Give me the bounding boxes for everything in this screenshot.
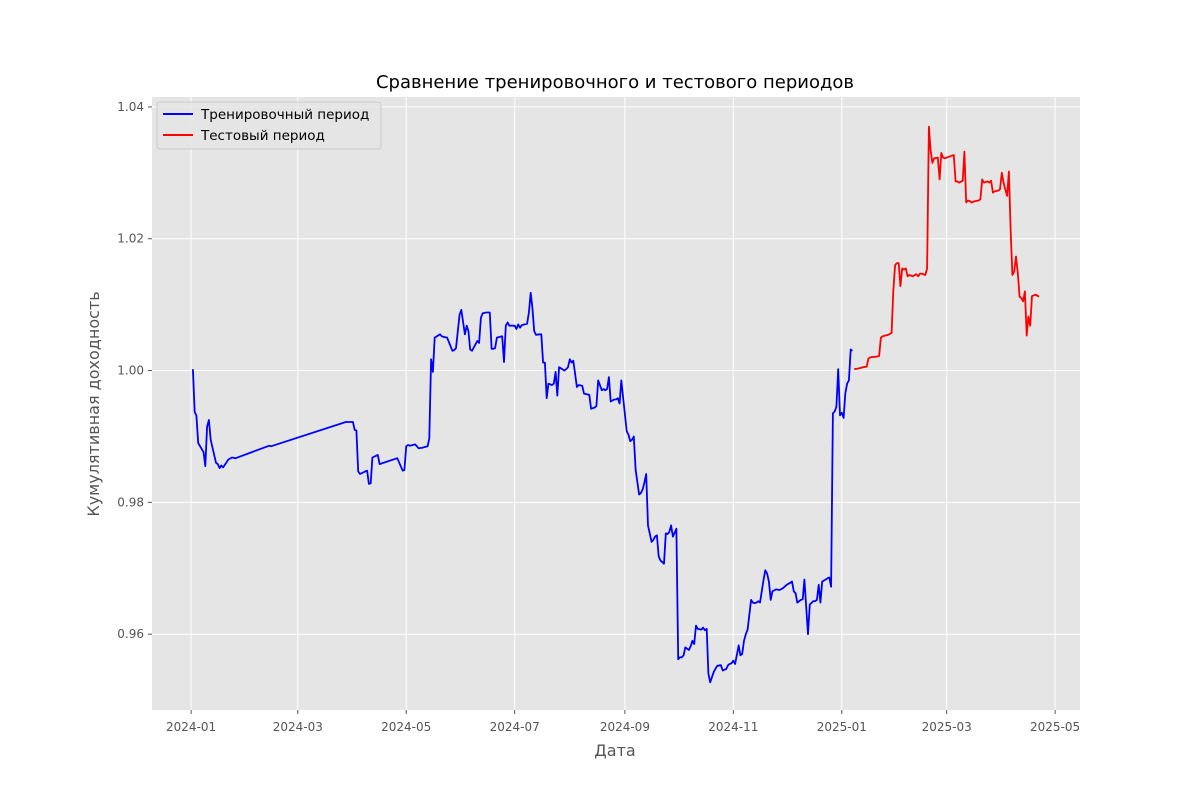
x-tick-label: 2024-11 [708,720,758,734]
x-tick-label: 2024-03 [273,720,323,734]
x-tick-label: 2024-01 [166,720,216,734]
plot-area [152,97,1080,710]
x-axis-label: Дата [594,741,635,760]
x-tick-label: 2025-01 [817,720,867,734]
y-tick-label: 1.04 [117,100,144,114]
y-tick-label: 0.96 [117,627,144,641]
series-layer [192,125,1040,684]
legend-label-train: Тренировочный период [200,107,369,123]
grid [152,97,1080,710]
y-axis: 0.96 0.98 1.00 1.02 1.04 [117,100,152,641]
y-tick-label: 1.02 [117,232,144,246]
x-axis: 2024-01 2024-03 2024-05 2024-07 2024-09 2024-… [166,710,1080,734]
x-tick-label: 2025-03 [922,720,972,734]
x-tick-label: 2025-05 [1030,720,1080,734]
series-line-train [192,291,853,684]
series-line-test [854,125,1040,371]
chart-title: Сравнение тренировочного и тестового пер… [376,72,854,93]
y-tick-label: 1.00 [117,364,144,378]
y-tick-label: 0.98 [117,495,144,509]
legend-box [156,101,382,150]
x-tick-label: 2024-09 [600,720,650,734]
legend: Тренировочный период Тестовый период [156,101,382,150]
x-tick-label: 2024-05 [381,720,431,734]
legend-label-test: Тестовый период [200,128,325,144]
y-axis-label: Кумулятивная доходность [84,291,103,516]
x-tick-label: 2024-07 [490,720,540,734]
